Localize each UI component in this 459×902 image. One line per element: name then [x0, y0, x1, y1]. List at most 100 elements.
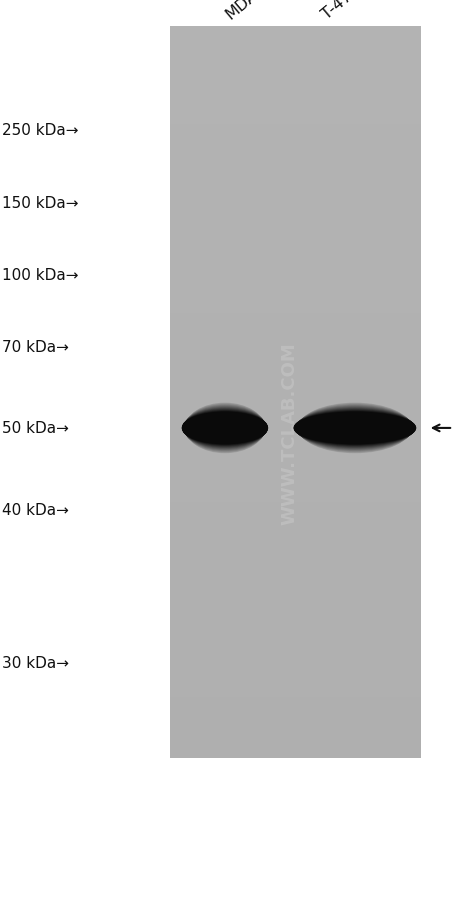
- Ellipse shape: [294, 410, 414, 447]
- Bar: [170, 727, 420, 733]
- Bar: [170, 344, 420, 350]
- Bar: [170, 667, 420, 673]
- Text: 70 kDa→: 70 kDa→: [2, 340, 69, 354]
- Bar: [170, 118, 420, 124]
- Bar: [170, 550, 420, 557]
- Bar: [170, 386, 420, 392]
- Bar: [170, 600, 420, 605]
- Bar: [170, 313, 420, 319]
- Bar: [170, 441, 420, 447]
- Bar: [170, 301, 420, 307]
- Bar: [170, 63, 420, 69]
- Text: 250 kDa→: 250 kDa→: [2, 124, 78, 138]
- Bar: [170, 216, 420, 222]
- Bar: [170, 563, 420, 569]
- Bar: [170, 557, 420, 563]
- Ellipse shape: [182, 410, 267, 446]
- Bar: [170, 581, 420, 587]
- Bar: [170, 459, 420, 465]
- Bar: [170, 355, 420, 362]
- Bar: [170, 88, 420, 94]
- Bar: [170, 362, 420, 368]
- Bar: [170, 722, 420, 727]
- Bar: [170, 319, 420, 326]
- Ellipse shape: [183, 407, 266, 450]
- Bar: [170, 435, 420, 441]
- Bar: [170, 703, 420, 709]
- Bar: [170, 472, 420, 478]
- Ellipse shape: [183, 408, 266, 449]
- Ellipse shape: [185, 404, 264, 453]
- Text: MDA-MB-453s: MDA-MB-453s: [222, 0, 317, 23]
- Bar: [170, 240, 420, 246]
- Bar: [170, 490, 420, 496]
- Bar: [170, 733, 420, 740]
- Text: WWW.TCLAB.COM: WWW.TCLAB.COM: [280, 342, 298, 524]
- Bar: [170, 740, 420, 745]
- Bar: [170, 350, 420, 355]
- Text: 50 kDa→: 50 kDa→: [2, 421, 69, 436]
- Bar: [170, 636, 420, 642]
- Bar: [170, 612, 420, 618]
- Bar: [170, 131, 420, 137]
- Bar: [170, 246, 420, 253]
- Bar: [170, 709, 420, 715]
- Bar: [170, 289, 420, 295]
- Ellipse shape: [184, 406, 265, 451]
- Ellipse shape: [185, 403, 264, 454]
- Bar: [170, 715, 420, 722]
- Bar: [170, 520, 420, 527]
- Bar: [170, 514, 420, 520]
- Bar: [170, 82, 420, 88]
- Bar: [170, 654, 420, 660]
- Bar: [170, 751, 420, 758]
- Bar: [170, 594, 420, 599]
- Bar: [170, 191, 420, 198]
- Bar: [170, 179, 420, 186]
- Ellipse shape: [184, 406, 265, 451]
- Ellipse shape: [184, 405, 265, 452]
- Ellipse shape: [293, 412, 415, 445]
- Ellipse shape: [293, 411, 415, 446]
- Bar: [170, 465, 420, 472]
- Bar: [170, 100, 420, 106]
- Bar: [170, 106, 420, 112]
- Ellipse shape: [294, 410, 414, 447]
- Bar: [170, 691, 420, 696]
- Bar: [170, 478, 420, 483]
- Ellipse shape: [183, 408, 266, 449]
- Bar: [170, 222, 420, 228]
- Ellipse shape: [294, 410, 414, 446]
- Bar: [170, 167, 420, 173]
- Ellipse shape: [297, 404, 411, 453]
- Ellipse shape: [185, 404, 264, 453]
- Ellipse shape: [293, 411, 415, 446]
- Bar: [170, 532, 420, 538]
- Bar: [170, 76, 420, 82]
- Ellipse shape: [181, 412, 268, 445]
- Bar: [170, 545, 420, 550]
- Ellipse shape: [297, 405, 411, 452]
- Ellipse shape: [296, 407, 413, 450]
- Ellipse shape: [183, 409, 266, 448]
- Ellipse shape: [296, 406, 412, 451]
- Bar: [170, 648, 420, 654]
- Ellipse shape: [298, 403, 410, 454]
- Bar: [170, 326, 420, 331]
- Bar: [170, 745, 420, 751]
- Bar: [170, 161, 420, 167]
- Bar: [170, 253, 420, 258]
- Bar: [170, 33, 420, 40]
- Bar: [170, 673, 420, 678]
- Bar: [170, 410, 420, 417]
- Bar: [170, 678, 420, 685]
- Ellipse shape: [295, 409, 414, 448]
- Bar: [170, 185, 420, 191]
- Ellipse shape: [182, 410, 267, 447]
- Bar: [170, 618, 420, 624]
- Bar: [170, 483, 420, 490]
- Ellipse shape: [184, 405, 265, 452]
- Text: T-47D: T-47D: [319, 0, 364, 23]
- Text: 40 kDa→: 40 kDa→: [2, 502, 69, 517]
- Bar: [170, 496, 420, 502]
